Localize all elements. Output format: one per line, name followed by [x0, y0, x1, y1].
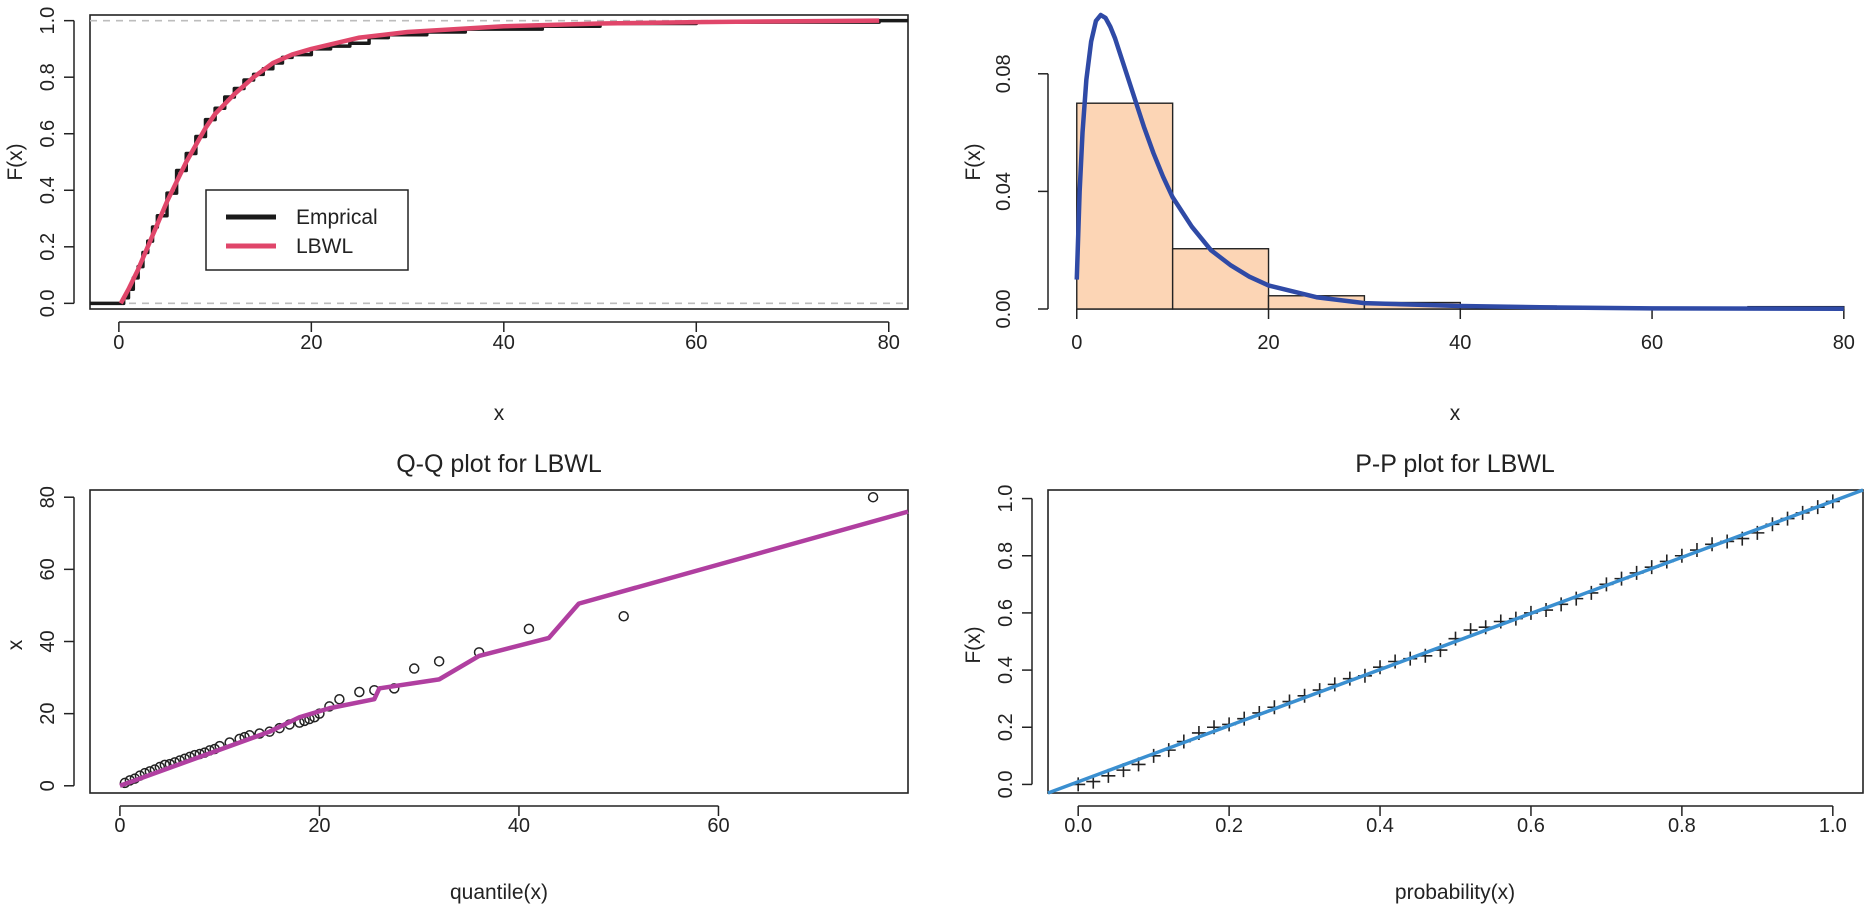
density-curve [1074, 12, 1844, 311]
panel-title: Q-Q plot for LBWL [396, 450, 602, 478]
y-tick-label: 0 [37, 780, 59, 791]
x-axis-label: x [1450, 402, 1461, 425]
qq-point [618, 611, 629, 622]
x-tick-label: 0 [1071, 332, 1082, 354]
qq-point [433, 656, 445, 667]
qq-point [334, 693, 345, 705]
histogram-bar [1076, 102, 1174, 310]
x-tick-label: 80 [878, 332, 900, 354]
plot-box [1047, 489, 1864, 794]
legend-label-empirical: Emprical [296, 206, 378, 229]
y-tick-label: 0.0 [995, 771, 1017, 799]
legend: Emprical LBWL [205, 189, 409, 271]
panel-pp: P-P plot for LBWL probability(x) F(x) 0.… [962, 450, 1864, 904]
y-axis-label: F(x) [962, 626, 985, 663]
x-tick-label: 0 [114, 815, 125, 837]
y-axis-label: F(x) [962, 143, 985, 180]
x-tick-label: 0.8 [1668, 815, 1696, 837]
y-tick-label: 0.0 [37, 289, 59, 317]
y-tick-label: 20 [37, 703, 59, 725]
y-tick-label: 0.04 [993, 172, 1015, 211]
x-tick-label: 60 [1641, 332, 1663, 354]
x-tick-label: 60 [685, 332, 707, 354]
panel-qq: Q-Q plot for LBWL quantile(x) x 0 20 40 60 0… [4, 450, 909, 904]
x-axis-label: probability(x) [1395, 881, 1515, 904]
x-tick-label: 80 [1833, 332, 1855, 354]
x-tick-label: 0.6 [1517, 815, 1545, 837]
legend-box [205, 189, 409, 271]
x-tick-label: 20 [300, 332, 322, 354]
panel-density: x F(x) 0 20 40 60 80 0.00 0.04 0.08 [962, 12, 1855, 425]
y-tick-label: 0.4 [37, 176, 59, 204]
plot-box [89, 489, 909, 794]
y-tick-label: 60 [37, 558, 59, 580]
x-tick-label: 40 [1449, 332, 1471, 354]
x-tick-label: 1.0 [1819, 815, 1847, 837]
y-tick-label: 0.6 [995, 599, 1017, 627]
y-tick-label: 80 [37, 486, 59, 508]
y-tick-label: 40 [37, 630, 59, 652]
qq-fit-line [119, 509, 909, 788]
x-tick-label: 0.4 [1366, 815, 1394, 837]
y-tick-label: 0.08 [993, 54, 1015, 93]
panel-cdf: x F(x) Emprical LBWL 0 20 40 60 80 0.0 0.2 0.4 0… [4, 7, 909, 425]
series-lbwl-line [118, 18, 880, 305]
plot-box [89, 14, 909, 310]
x-tick-label: 0 [113, 332, 124, 354]
panel-title: P-P plot for LBWL [1355, 450, 1555, 478]
y-tick-label: 0.8 [995, 542, 1017, 570]
y-tick-label: 1.0 [995, 485, 1017, 513]
y-axis-label: x [4, 639, 27, 650]
qq-point [408, 663, 420, 674]
qq-point [354, 686, 365, 698]
y-tick-label: 0.6 [37, 120, 59, 148]
x-axis-label: quantile(x) [450, 881, 548, 904]
legend-label-lbwl: LBWL [296, 235, 353, 258]
x-tick-label: 0.2 [1215, 815, 1243, 837]
x-tick-label: 40 [493, 332, 515, 354]
pp-fit-line [1047, 488, 1864, 795]
x-tick-label: 60 [707, 815, 729, 837]
x-axis-label: x [494, 402, 505, 425]
y-tick-label: 0.00 [993, 290, 1015, 329]
x-tick-label: 40 [508, 815, 530, 837]
y-tick-label: 0.2 [37, 233, 59, 261]
y-axis-label: F(x) [4, 143, 27, 180]
y-tick-label: 0.4 [995, 656, 1017, 684]
y-tick-label: 0.2 [995, 713, 1017, 741]
y-tick-label: 1.0 [37, 7, 59, 35]
x-tick-label: 0.0 [1064, 815, 1092, 837]
x-tick-label: 20 [308, 815, 330, 837]
y-tick-label: 0.8 [37, 63, 59, 91]
qq-point [523, 623, 535, 635]
qq-point [867, 491, 879, 503]
x-tick-label: 20 [1257, 332, 1279, 354]
